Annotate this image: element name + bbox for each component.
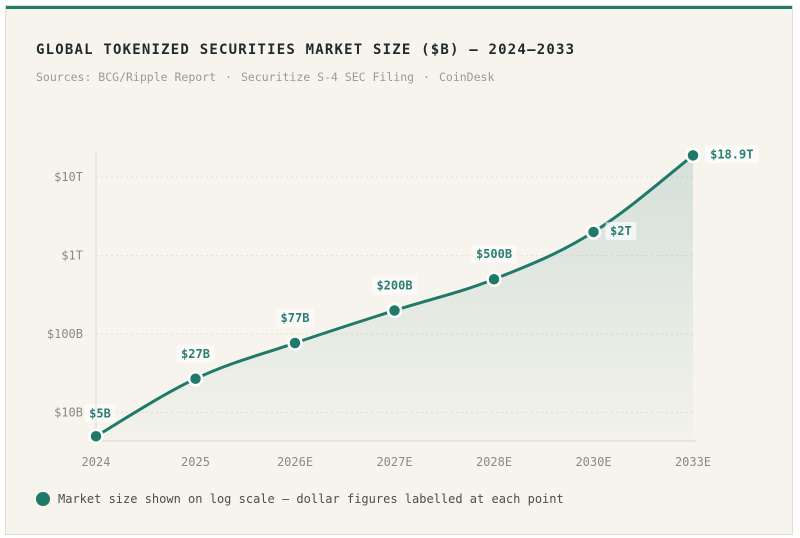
data-point (287, 335, 303, 351)
legend-marker (36, 492, 50, 506)
data-label-bg (275, 309, 315, 328)
x-tick-label: 2030E (575, 455, 611, 469)
data-label: $200B (376, 278, 412, 292)
data-label: $27B (181, 347, 210, 361)
chart-title: GLOBAL TOKENIZED SECURITIES MARKET SIZE … (36, 42, 576, 58)
x-tick-label: 2026E (277, 455, 313, 469)
sources-line: Sources: BCG/Ripple Report · Securitize S-… (36, 70, 494, 84)
line-chart: $10B $100B $1T $10T 2024 2025 2026E 2027E 2028E… (47, 145, 759, 469)
data-label-bg (84, 404, 116, 423)
x-tick-label: 2027E (376, 455, 412, 469)
y-tick-label: $10B (54, 406, 83, 420)
data-label: $2T (610, 224, 632, 238)
data-label-bg (605, 221, 637, 240)
data-label-bg (471, 245, 517, 264)
area-fill (96, 155, 693, 442)
data-label: $77B (281, 311, 310, 325)
x-tick-label: 2028E (476, 455, 512, 469)
data-point (685, 147, 701, 164)
data-label: $18.9T (710, 147, 753, 161)
data-point (486, 271, 502, 287)
data-label: $500B (476, 247, 512, 261)
data-point (386, 302, 403, 319)
data-label-bg (371, 276, 418, 295)
source-bcg-ripple: Sources: BCG/Ripple Report (36, 70, 217, 84)
y-tick-label: $1T (61, 249, 83, 263)
source-securitize: Securitize S-4 SEC Filing (240, 70, 415, 84)
accent-bar (6, 6, 792, 9)
data-point (88, 428, 104, 445)
chart-card: GLOBAL TOKENIZED SECURITIES MARKET SIZE … (5, 5, 793, 535)
legend-text: Market size shown on log scale — dollar … (58, 492, 564, 506)
data-label-bg (176, 344, 215, 363)
data-label: $5B (89, 406, 111, 420)
x-tick-label: 2033E (675, 455, 711, 469)
source-separator: · (423, 70, 430, 84)
data-label-bg (705, 145, 759, 164)
data-point (585, 224, 602, 240)
legend: Market size shown on log scale — dollar … (36, 492, 564, 506)
source-separator: · (225, 70, 232, 84)
data-point (187, 371, 204, 387)
x-tick-label: 2025 (181, 455, 210, 469)
y-tick-label: $100B (47, 327, 83, 341)
x-tick-label: 2024 (82, 455, 111, 469)
source-coindesk: CoinDesk (438, 70, 495, 84)
y-tick-label: $10T (54, 170, 83, 184)
